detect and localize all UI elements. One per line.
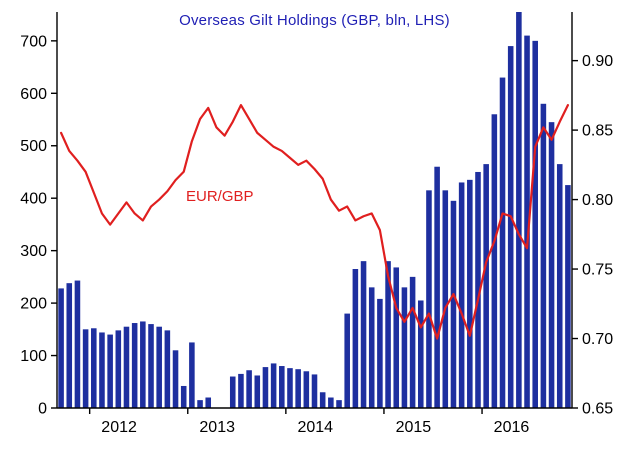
svg-text:600: 600 xyxy=(20,86,47,103)
svg-text:2015: 2015 xyxy=(396,419,432,436)
svg-text:0.75: 0.75 xyxy=(582,262,613,279)
svg-text:2012: 2012 xyxy=(101,419,137,436)
svg-text:0.80: 0.80 xyxy=(582,192,613,209)
svg-text:0.90: 0.90 xyxy=(582,53,613,70)
svg-text:2016: 2016 xyxy=(494,419,530,436)
svg-text:500: 500 xyxy=(20,138,47,155)
svg-text:400: 400 xyxy=(20,191,47,208)
svg-text:2014: 2014 xyxy=(297,419,333,436)
svg-text:200: 200 xyxy=(20,296,47,313)
svg-text:0.65: 0.65 xyxy=(582,401,613,418)
svg-text:0.85: 0.85 xyxy=(582,123,613,140)
svg-text:300: 300 xyxy=(20,243,47,260)
line-series-label: EUR/GBP xyxy=(186,188,254,205)
svg-text:2013: 2013 xyxy=(199,419,235,436)
svg-text:0: 0 xyxy=(38,401,47,418)
svg-text:100: 100 xyxy=(20,348,47,365)
svg-text:700: 700 xyxy=(20,33,47,50)
chart-title: Overseas Gilt Holdings (GBP, bln, LHS) xyxy=(179,12,450,29)
svg-text:0.70: 0.70 xyxy=(582,331,613,348)
